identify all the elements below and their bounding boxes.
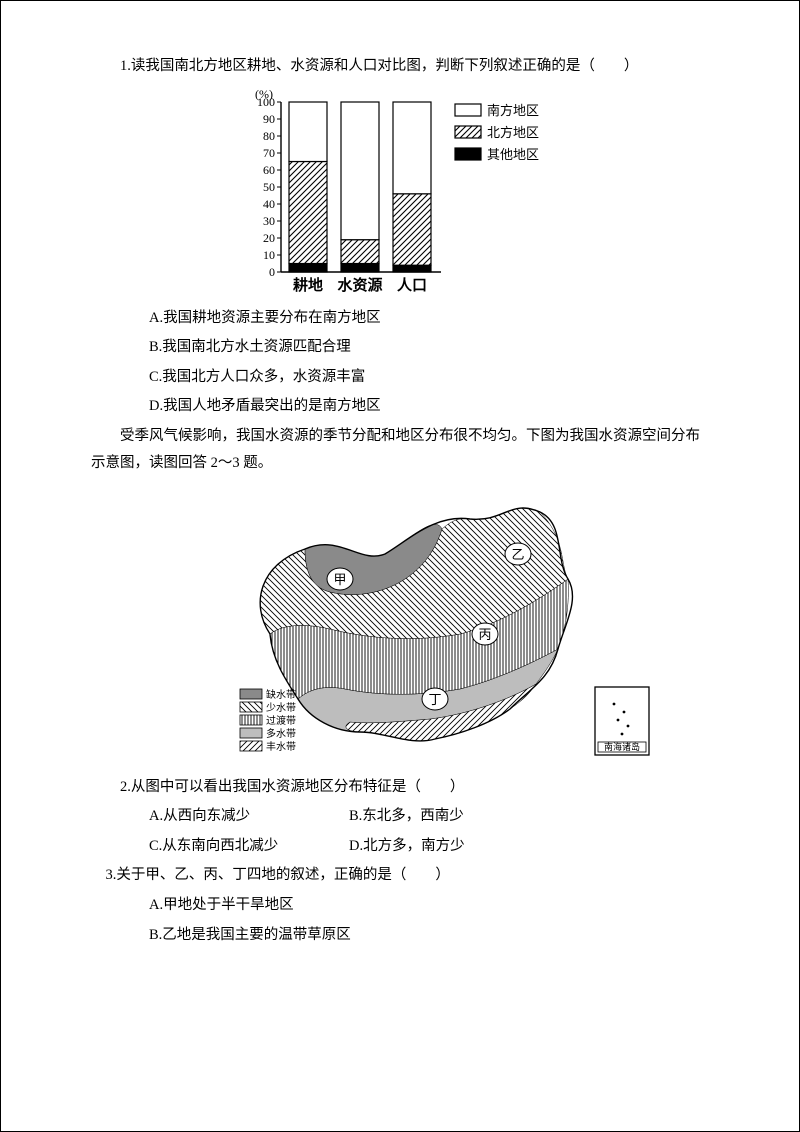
q2-option-a: A.从西向东减少 <box>149 803 349 831</box>
china-map: 甲 乙丙丁 缺水带少水带过渡带多水带丰水带 南海诸岛 <box>91 484 709 764</box>
svg-text:10: 10 <box>263 248 275 262</box>
svg-text:40: 40 <box>263 197 275 211</box>
q3-option-a: A.甲地处于半干旱地区 <box>91 892 709 920</box>
svg-text:乙: 乙 <box>511 547 524 562</box>
bar-chart: (%)0102030405060708090100耕地水资源人口南方地区北方地区… <box>91 87 709 297</box>
svg-text:南方地区: 南方地区 <box>487 103 539 118</box>
svg-text:过渡带: 过渡带 <box>266 714 296 727</box>
q2-options-row1: A.从西向东减少 B.东北多，西南少 <box>149 803 709 831</box>
svg-text:50: 50 <box>263 180 275 194</box>
q2-option-c: C.从东南向西北减少 <box>149 833 349 861</box>
svg-text:丙: 丙 <box>478 627 491 642</box>
q2-option-d: D.北方多，南方少 <box>349 833 549 861</box>
svg-text:60: 60 <box>263 163 275 177</box>
svg-text:30: 30 <box>263 214 275 228</box>
svg-text:20: 20 <box>263 231 275 245</box>
svg-text:少水带: 少水带 <box>266 702 296 714</box>
svg-text:甲: 甲 <box>333 572 346 587</box>
q3-option-b: B.乙地是我国主要的温带草原区 <box>91 922 709 950</box>
svg-text:其他地区: 其他地区 <box>487 147 539 162</box>
svg-text:90: 90 <box>263 112 275 126</box>
svg-text:70: 70 <box>263 146 275 160</box>
svg-text:北方地区: 北方地区 <box>487 125 539 140</box>
svg-text:南海诸岛: 南海诸岛 <box>604 741 640 752</box>
q2-options-row2: C.从东南向西北减少 D.北方多，南方少 <box>149 833 709 861</box>
svg-text:80: 80 <box>263 129 275 143</box>
svg-text:耕地: 耕地 <box>293 276 323 294</box>
q2-option-b: B.东北多，西南少 <box>349 803 549 831</box>
q1-option-b: B.我国南北方水土资源匹配合理 <box>91 334 709 362</box>
svg-text:水资源: 水资源 <box>337 276 382 294</box>
svg-text:人口: 人口 <box>397 277 427 294</box>
q2-stem: 2.从图中可以看出我国水资源地区分布特征是（ ） <box>91 774 709 802</box>
svg-text:丁: 丁 <box>428 692 441 707</box>
svg-text:100: 100 <box>257 95 275 109</box>
q1-stem: 1.读我国南北方地区耕地、水资源和人口对比图，判断下列叙述正确的是（ ） <box>91 53 709 81</box>
svg-text:0: 0 <box>269 265 275 279</box>
svg-text:多水带: 多水带 <box>266 727 296 740</box>
q1-option-d: D.我国人地矛盾最突出的是南方地区 <box>91 393 709 421</box>
intro-23: 受季风气候影响，我国水资源的季节分配和地区分布很不均匀。下图为我国水资源空间分布… <box>91 423 709 478</box>
q1-option-c: C.我国北方人口众多，水资源丰富 <box>91 364 709 392</box>
q3-stem: 3.关于甲、乙、丙、丁四地的叙述，正确的是（ ） <box>91 862 709 890</box>
svg-text:丰水带: 丰水带 <box>266 740 296 753</box>
q1-option-a: A.我国耕地资源主要分布在南方地区 <box>91 305 709 333</box>
svg-text:缺水带: 缺水带 <box>266 688 296 701</box>
